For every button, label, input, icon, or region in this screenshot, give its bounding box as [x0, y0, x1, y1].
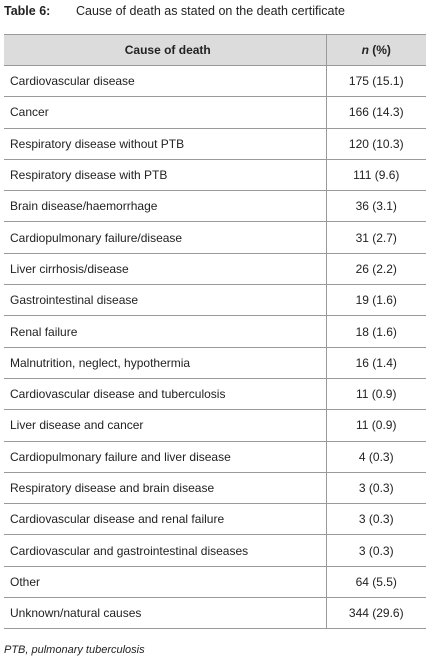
cause-cell: Gastrointestinal disease	[4, 284, 326, 317]
table-row: Cardiovascular disease 175 (15.1)	[4, 65, 426, 98]
table-row: Other 64 (5.5)	[4, 566, 426, 599]
count-cell: 120 (10.3)	[325, 128, 426, 160]
column-header: Cause of death	[4, 34, 326, 66]
cause-cell: Renal failure	[4, 315, 326, 348]
table-row: Respiratory disease with PTB 111 (9.6)	[4, 159, 426, 192]
count-cell: 3 (0.3)	[325, 503, 426, 536]
count-cell: 111 (9.6)	[325, 159, 426, 192]
table-row: Cardiopulmonary failure and liver diseas…	[4, 441, 426, 473]
table-row: Brain disease/haemorrhage 36 (3.1)	[4, 190, 426, 223]
cause-cell: Respiratory disease with PTB	[4, 159, 326, 192]
table-row: Unknown/natural causes 344 (29.6)	[4, 597, 426, 630]
column-header-unit: (%)	[372, 43, 391, 57]
cause-cell: Malnutrition, neglect, hypothermia	[4, 347, 326, 379]
count-cell: 4 (0.3)	[325, 441, 426, 473]
table-row: Cardiovascular disease and tuberculosis 1…	[4, 378, 426, 411]
cause-cell: Respiratory disease and brain disease	[4, 472, 326, 505]
count-cell: 175 (15.1)	[325, 65, 426, 98]
cause-cell: Liver cirrhosis/disease	[4, 253, 326, 286]
cause-cell: Cardiovascular disease and renal failure	[4, 503, 326, 536]
cause-cell: Unknown/natural causes	[4, 597, 326, 630]
cause-cell: Cardiovascular disease and tuberculosis	[4, 378, 326, 411]
cause-cell: Respiratory disease without PTB	[4, 128, 326, 160]
table-row: Cardiopulmonary failure/disease 31 (2.7)	[4, 221, 426, 254]
table-caption: Cause of death as stated on the death ce…	[76, 4, 345, 18]
table-row: Cardiovascular and gastrointestinal dise…	[4, 534, 426, 567]
count-cell: 16 (1.4)	[325, 347, 426, 379]
table-row: Cancer 166 (14.3)	[4, 96, 426, 129]
column-header: n (%)	[325, 34, 426, 66]
count-cell: 36 (3.1)	[325, 190, 426, 223]
count-cell: 11 (0.9)	[325, 409, 426, 442]
count-cell: 11 (0.9)	[325, 378, 426, 411]
cause-cell: Cardiovascular and gastrointestinal dise…	[4, 534, 326, 567]
table-row: Respiratory disease without PTB 120 (10.3…	[4, 128, 426, 160]
table-row: Cardiovascular disease and renal failure…	[4, 503, 426, 536]
count-cell: 18 (1.6)	[325, 315, 426, 348]
header-row: Cause of death n (%)	[4, 34, 426, 66]
column-header-variable: n	[361, 43, 369, 57]
table-row: Respiratory disease and brain disease 3 (…	[4, 472, 426, 505]
count-cell: 344 (29.6)	[325, 597, 426, 630]
count-cell: 26 (2.2)	[325, 253, 426, 286]
cause-cell: Liver disease and cancer	[4, 409, 326, 442]
table-title: Table 6: Cause of death as stated on the …	[4, 4, 345, 18]
table-row: Malnutrition, neglect, hypothermia 16 (1.…	[4, 347, 426, 379]
footnote: PTB, pulmonary tuberculosis	[4, 644, 145, 656]
count-cell: 3 (0.3)	[325, 472, 426, 505]
cause-cell: Brain disease/haemorrhage	[4, 190, 326, 223]
table-row: Liver disease and cancer 11 (0.9)	[4, 409, 426, 442]
cause-cell: Cardiovascular disease	[4, 65, 326, 98]
table-row: Liver cirrhosis/disease 26 (2.2)	[4, 253, 426, 286]
count-cell: 31 (2.7)	[325, 221, 426, 254]
cause-cell: Cardiopulmonary failure and liver diseas…	[4, 441, 326, 473]
data-table: Cause of death n (%) Cardiovascular dise…	[4, 34, 426, 630]
count-cell: 166 (14.3)	[325, 96, 426, 129]
cause-cell: Cancer	[4, 96, 326, 129]
cause-cell: Cardiopulmonary failure/disease	[4, 221, 326, 254]
count-cell: 3 (0.3)	[325, 534, 426, 567]
table-label: Table 6:	[4, 4, 51, 18]
table-row: Renal failure 18 (1.6)	[4, 315, 426, 348]
count-cell: 64 (5.5)	[325, 566, 426, 599]
count-cell: 19 (1.6)	[325, 284, 426, 317]
cause-cell: Other	[4, 566, 326, 599]
table-row: Gastrointestinal disease 19 (1.6)	[4, 284, 426, 317]
